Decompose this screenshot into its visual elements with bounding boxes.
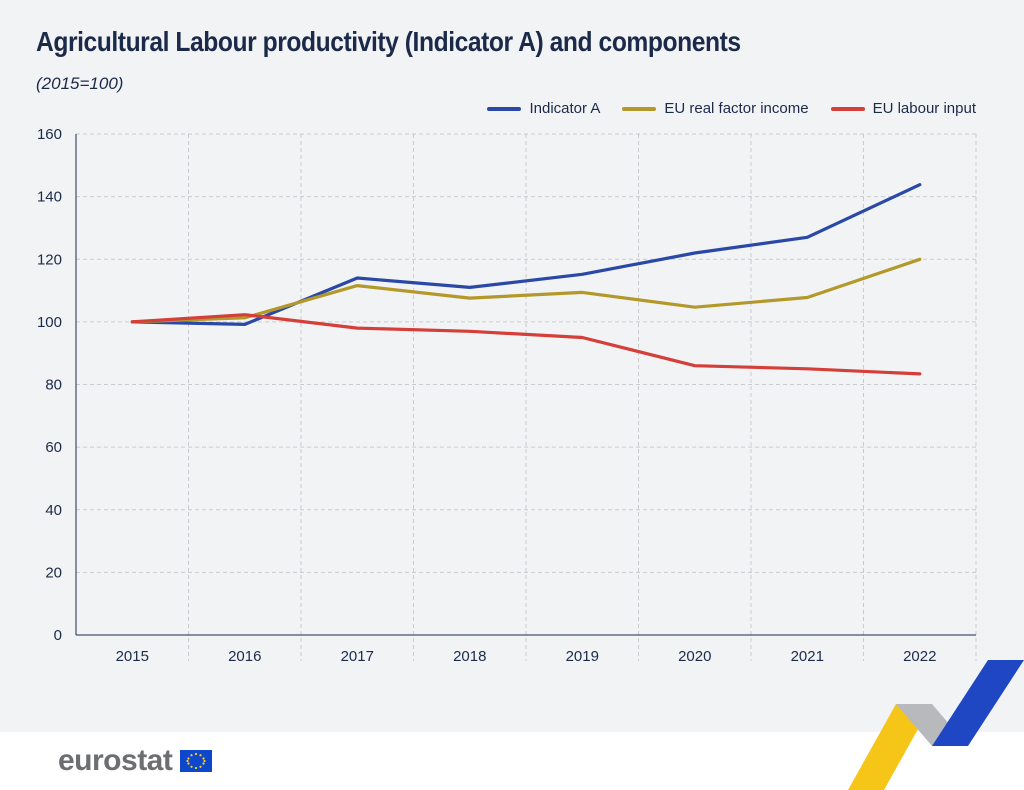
- eu-stars-icon: [186, 752, 206, 770]
- legend-label: Indicator A: [529, 100, 601, 117]
- y-tick-label: 140: [37, 189, 62, 206]
- blue-ribbon-shape: [932, 660, 1024, 746]
- chart-legend: Indicator A EU real factor income EU lab…: [487, 100, 976, 117]
- eurostat-logo: eurostat: [58, 744, 213, 778]
- x-tick-label: 2018: [453, 648, 486, 665]
- legend-item-real-factor-income: EU real factor income: [622, 100, 809, 117]
- y-tick-label: 40: [45, 502, 62, 519]
- series-line-2: [130, 313, 922, 376]
- x-tick-label: 2016: [228, 648, 261, 665]
- y-tick-label: 20: [45, 564, 62, 581]
- legend-label: EU labour input: [872, 100, 976, 117]
- x-tick-label: 2020: [678, 648, 711, 665]
- yellow-ribbon-shape: [848, 704, 932, 790]
- x-tick-label: 2019: [566, 648, 599, 665]
- y-tick-label: 160: [37, 126, 62, 143]
- x-tick-label: 2022: [903, 648, 936, 665]
- x-tick-label: 2017: [341, 648, 374, 665]
- y-tick-label: 80: [45, 377, 62, 394]
- chart-subtitle: (2015=100): [36, 74, 124, 93]
- footer-band: [0, 732, 1024, 790]
- chart-title: Agricultural Labour productivity (Indica…: [36, 26, 741, 57]
- series-line-1: [130, 257, 922, 324]
- y-tick-label: 100: [37, 314, 62, 331]
- y-tick-label: 60: [45, 439, 62, 456]
- logo-text: eurostat: [58, 744, 173, 777]
- legend-swatch: [830, 106, 865, 111]
- x-tick-label: 2021: [791, 648, 824, 665]
- eu-flag-icon: [180, 750, 213, 772]
- legend-swatch: [487, 106, 522, 111]
- legend-label: EU real factor income: [664, 100, 809, 117]
- x-tick-label: 2015: [116, 648, 149, 665]
- line-chart: 0 20 40 60 80 100 120 140 160 2015 2016 2017 2018 201…: [37, 126, 977, 665]
- legend-item-labour-input: EU labour input: [830, 100, 976, 117]
- y-tick-label: 120: [37, 251, 62, 268]
- y-tick-label: 0: [54, 627, 62, 644]
- legend-swatch: [622, 106, 657, 111]
- legend-item-indicator-a: Indicator A: [487, 100, 600, 117]
